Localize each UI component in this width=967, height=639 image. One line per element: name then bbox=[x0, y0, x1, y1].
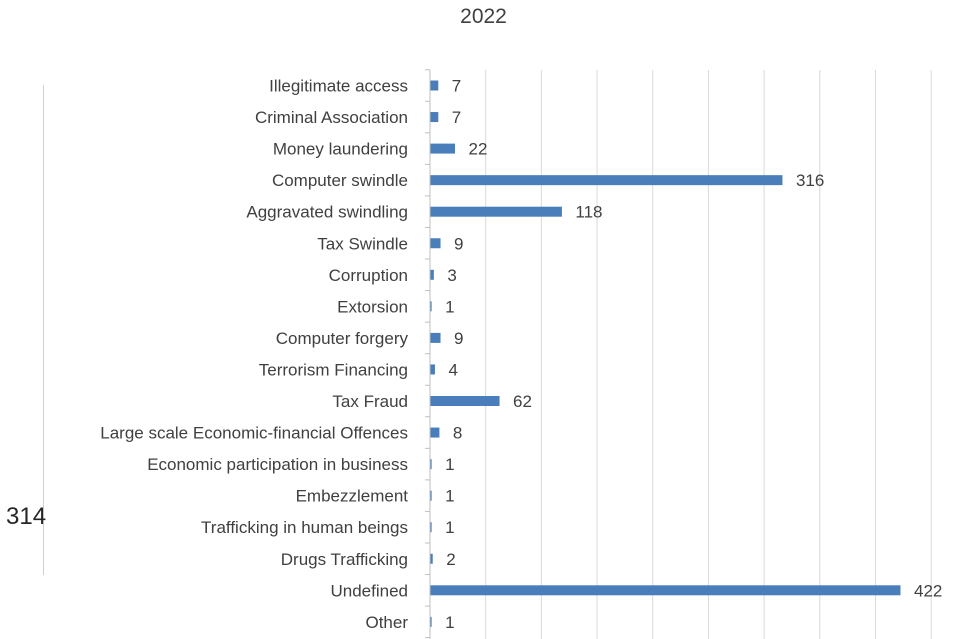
category-label: Extorsion bbox=[337, 297, 408, 316]
category-label: Drugs Trafficking bbox=[281, 550, 408, 569]
bar bbox=[430, 396, 500, 406]
bar bbox=[430, 616, 432, 627]
bar bbox=[430, 585, 901, 596]
category-label: Tax Swindle bbox=[317, 234, 408, 253]
data-label: 118 bbox=[575, 203, 602, 222]
bar bbox=[430, 553, 433, 564]
category-label: Undefined bbox=[330, 581, 408, 600]
bar bbox=[430, 112, 439, 123]
bar bbox=[430, 427, 440, 438]
bar bbox=[430, 238, 441, 249]
bar bbox=[430, 332, 441, 343]
data-label: 7 bbox=[452, 77, 461, 96]
category-label: Computer swindle bbox=[272, 171, 408, 190]
category-label: Economic participation in business bbox=[147, 455, 408, 474]
category-label: Terrorism Financing bbox=[259, 360, 408, 379]
category-label: Corruption bbox=[329, 266, 408, 285]
category-label: Embezzlement bbox=[296, 487, 409, 506]
data-label: 9 bbox=[454, 329, 463, 348]
data-label: 316 bbox=[796, 171, 824, 190]
chart-title: 2022 bbox=[460, 5, 507, 28]
data-label: 1 bbox=[445, 518, 454, 537]
bar bbox=[430, 143, 456, 154]
bar bbox=[430, 490, 432, 501]
gridlines bbox=[485, 70, 932, 639]
bar bbox=[430, 269, 434, 280]
bar bbox=[430, 459, 432, 470]
category-label: Other bbox=[365, 613, 408, 632]
category-label: Tax Fraud bbox=[332, 392, 408, 411]
category-label: Large scale Economic-financial Offences bbox=[100, 424, 408, 443]
bar bbox=[430, 80, 439, 91]
data-label: 7 bbox=[452, 108, 461, 127]
data-label: 422 bbox=[914, 581, 942, 600]
bar bbox=[430, 364, 435, 375]
data-label: 3 bbox=[447, 266, 456, 285]
data-label: 9 bbox=[454, 234, 463, 253]
category-label: Trafficking in human beings bbox=[201, 518, 408, 537]
category-label: Criminal Association bbox=[255, 108, 408, 127]
category-axis bbox=[425, 69, 431, 639]
bars bbox=[430, 80, 901, 627]
category-label: Computer forgery bbox=[276, 329, 409, 348]
bar bbox=[430, 175, 783, 186]
data-label: 1 bbox=[445, 487, 454, 506]
data-label: 62 bbox=[513, 392, 532, 411]
data-label: 1 bbox=[445, 297, 454, 316]
bar bbox=[430, 206, 562, 217]
data-label: 2 bbox=[446, 550, 455, 569]
bar bbox=[430, 522, 432, 533]
left-rule bbox=[43, 85, 44, 575]
labels: Illegitimate access 7 Criminal Association… bbox=[100, 77, 942, 632]
data-label: 8 bbox=[453, 424, 462, 443]
data-label: 1 bbox=[445, 613, 454, 632]
page-number: 314 bbox=[6, 503, 47, 530]
category-label: Aggravated swindling bbox=[246, 203, 408, 222]
category-label: Money laundering bbox=[273, 140, 408, 159]
data-label: 1 bbox=[445, 455, 454, 474]
category-label: Illegitimate access bbox=[269, 77, 408, 96]
data-label: 22 bbox=[469, 140, 488, 159]
bar bbox=[430, 301, 432, 312]
data-label: 4 bbox=[448, 360, 457, 379]
